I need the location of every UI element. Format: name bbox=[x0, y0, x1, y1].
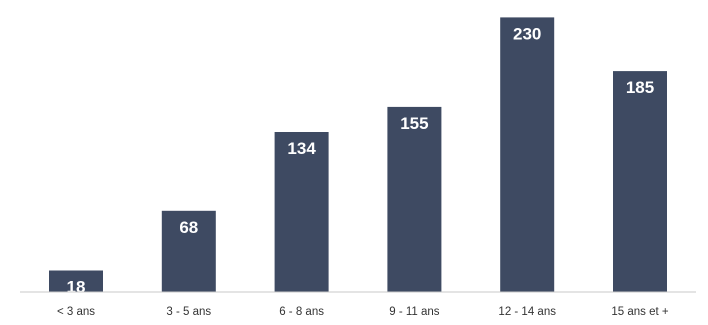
bar-value-label: 155 bbox=[400, 114, 428, 133]
bars-layer: 18 68 134 155 230 185 bbox=[49, 17, 667, 297]
bar bbox=[161, 210, 216, 292]
bar-value-label: 230 bbox=[513, 24, 541, 43]
bar-value-label: 134 bbox=[287, 139, 316, 158]
x-tick-label: 15 ans et + bbox=[611, 306, 669, 318]
bar bbox=[274, 132, 329, 292]
bar-value-label: 18 bbox=[67, 278, 86, 297]
bar-value-label: 185 bbox=[626, 78, 654, 97]
bar bbox=[613, 71, 667, 292]
bar-value-label: 68 bbox=[179, 218, 198, 237]
x-tick-label: < 3 ans bbox=[57, 306, 95, 318]
x-tick-labels: < 3 ans 3 - 5 ans 6 - 8 ans 9 - 11 ans 12 - … bbox=[57, 306, 669, 318]
x-tick-label: 9 - 11 ans bbox=[389, 306, 440, 318]
x-tick-label: 3 - 5 ans bbox=[166, 306, 211, 318]
bar bbox=[500, 17, 555, 293]
bar bbox=[387, 106, 442, 293]
x-tick-label: 6 - 8 ans bbox=[279, 306, 324, 318]
x-tick-label: 12 - 14 ans bbox=[498, 306, 556, 318]
bar bbox=[49, 270, 103, 292]
